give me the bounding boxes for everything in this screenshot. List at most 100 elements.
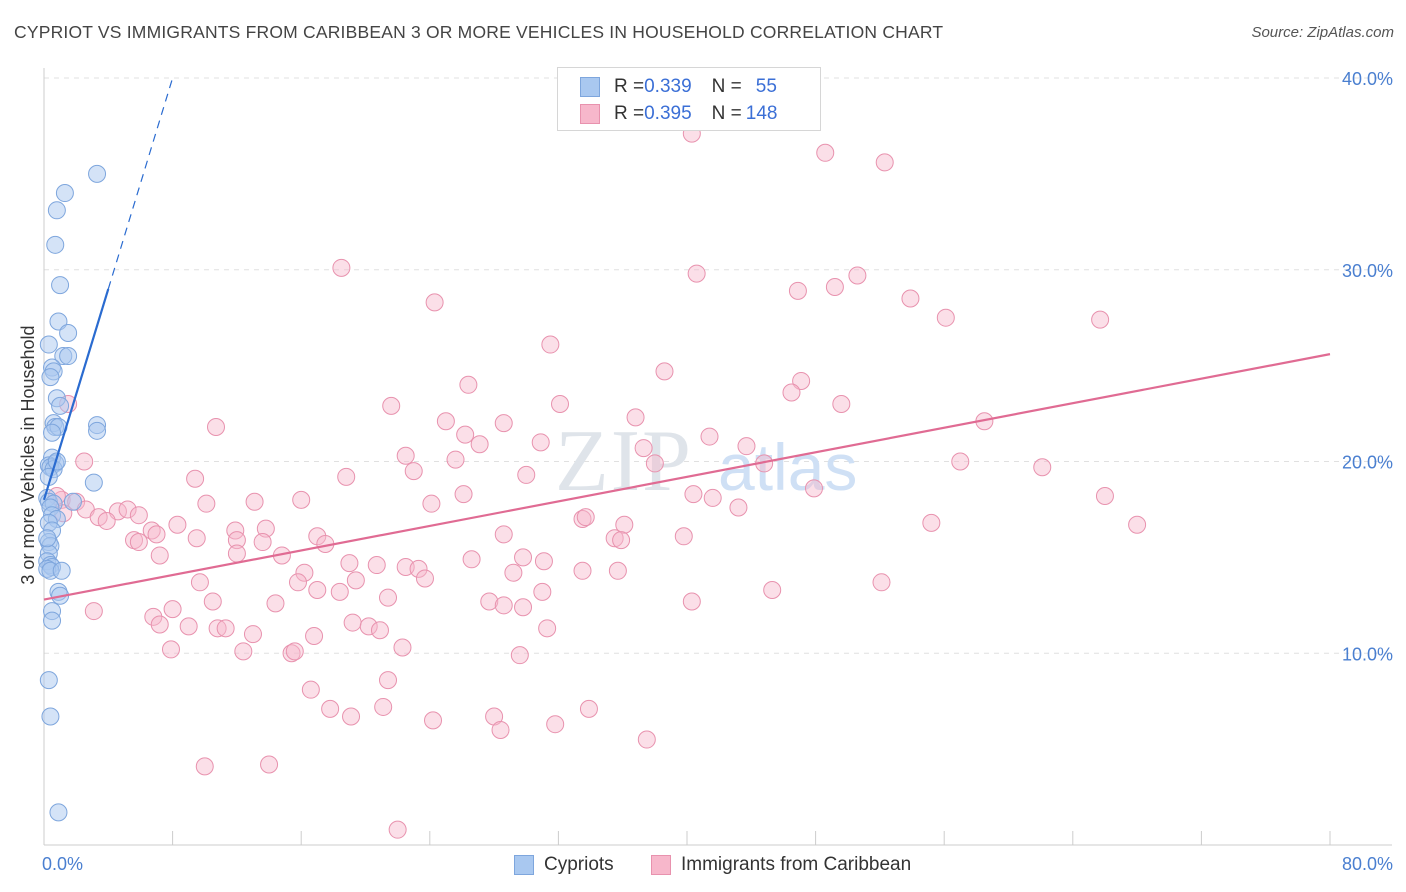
caribbean-point	[129, 506, 148, 525]
caribbean-point	[367, 556, 386, 575]
caribbean-point	[729, 498, 748, 517]
legend-item-caribbean: Immigrants from Caribbean	[651, 852, 911, 878]
caribbean-point	[788, 281, 807, 300]
caribbean-point	[494, 414, 513, 433]
chart-source: Source: ZipAtlas.com	[1251, 24, 1394, 41]
caribbean-point	[342, 707, 361, 726]
caribbean-point	[75, 452, 94, 471]
caribbean-point	[480, 592, 499, 611]
x-tick-label: 80.0%	[1342, 854, 1393, 874]
cypriot-point	[49, 803, 68, 822]
caribbean-point	[186, 469, 205, 488]
cypriot-point	[41, 368, 60, 387]
legend-r-value: 0.339	[644, 76, 692, 97]
caribbean-point	[374, 697, 393, 716]
caribbean-point	[494, 525, 513, 544]
caribbean-point	[546, 715, 565, 734]
y-tick-label: 20.0%	[1342, 453, 1393, 473]
caribbean-point	[608, 561, 627, 580]
cypriot-point	[51, 396, 70, 415]
caribbean-point	[538, 619, 557, 638]
cypriot-point	[84, 473, 103, 492]
caribbean-point	[1091, 310, 1110, 329]
cypriot-point	[43, 611, 62, 630]
caribbean-point	[292, 490, 311, 509]
caribbean-point	[308, 580, 327, 599]
caribbean-point	[301, 680, 320, 699]
caribbean-point	[514, 548, 533, 567]
caribbean-point	[288, 573, 307, 592]
caribbean-point	[579, 699, 598, 718]
caribbean-point	[703, 488, 722, 507]
caribbean-point	[1033, 458, 1052, 477]
caribbean-point	[534, 552, 553, 571]
caribbean-point	[285, 642, 304, 661]
legend-n-value: 55	[755, 76, 777, 97]
caribbean-point	[282, 644, 301, 663]
caribbean-point	[147, 525, 166, 544]
caribbean-point	[190, 573, 209, 592]
cypriots-legend-swatch	[514, 855, 534, 875]
y-axis-label: 3 or more Vehicles in Household	[18, 325, 38, 584]
caribbean-point	[763, 580, 782, 599]
caribbean-point	[346, 571, 365, 590]
cypriot-point	[39, 671, 58, 690]
caribbean-legend-swatch	[651, 855, 671, 875]
caribbean-point	[872, 573, 891, 592]
caribbean-point	[804, 479, 823, 498]
stats-legend: R = 0.339 N = 55 R = 0.395 N = 148	[557, 67, 821, 131]
caribbean-swatch	[580, 104, 600, 124]
caribbean-point	[187, 529, 206, 548]
legend-r-label: R =	[614, 103, 645, 124]
caribbean-point	[494, 596, 513, 615]
caribbean-point	[340, 554, 359, 573]
caribbean-point	[118, 500, 137, 519]
caribbean-point	[576, 508, 595, 527]
legend-r-value: 0.395	[644, 103, 692, 124]
caribbean-point	[634, 439, 653, 458]
cypriot-point	[51, 276, 70, 295]
caribbean-point	[491, 720, 510, 739]
caribbean-point	[359, 617, 378, 636]
caribbean-point	[626, 408, 645, 427]
cypriot-point	[52, 561, 71, 580]
cypriot-point	[49, 312, 68, 331]
caribbean-point	[456, 425, 475, 444]
caribbean-point	[541, 335, 560, 354]
y-tick-label: 30.0%	[1342, 261, 1393, 281]
caribbean-point	[379, 671, 398, 690]
caribbean-point	[227, 544, 246, 563]
cypriot-point	[59, 347, 78, 366]
caribbean-point	[330, 582, 349, 601]
caribbean-point	[227, 531, 246, 550]
legend-caribbean-label: Immigrants from Caribbean	[681, 854, 912, 875]
caribbean-point	[1095, 487, 1114, 506]
caribbean-point	[409, 559, 428, 578]
cypriot-point	[55, 184, 74, 203]
caribbean-point	[207, 417, 226, 436]
cypriot-point	[39, 335, 58, 354]
caribbean-point	[97, 511, 116, 530]
caribbean-point	[936, 308, 955, 327]
caribbean-point	[782, 383, 801, 402]
caribbean-point	[612, 531, 631, 550]
caribbean-point	[517, 465, 536, 484]
caribbean-point	[922, 513, 941, 532]
legend-n-label: N =	[711, 76, 742, 97]
legend-n-label: N =	[711, 103, 742, 124]
caribbean-point	[684, 485, 703, 504]
legend-cypriots-label: Cypriots	[544, 854, 614, 875]
caribbean-point	[150, 615, 169, 634]
caribbean-point	[150, 546, 169, 565]
caribbean-point	[243, 625, 262, 644]
legend-item-cypriots: Cypriots	[514, 852, 614, 878]
caribbean-point	[901, 289, 920, 308]
cypriot-point	[43, 423, 62, 442]
caribbean-point	[404, 462, 423, 481]
caribbean-point	[226, 521, 245, 540]
cypriots-trend-line	[42, 288, 110, 501]
chart-title: CYPRIOT VS IMMIGRANTS FROM CARIBBEAN 3 O…	[14, 22, 944, 42]
caribbean-point	[382, 396, 401, 415]
caribbean-point	[459, 375, 478, 394]
y-tick-label: 10.0%	[1342, 644, 1393, 664]
